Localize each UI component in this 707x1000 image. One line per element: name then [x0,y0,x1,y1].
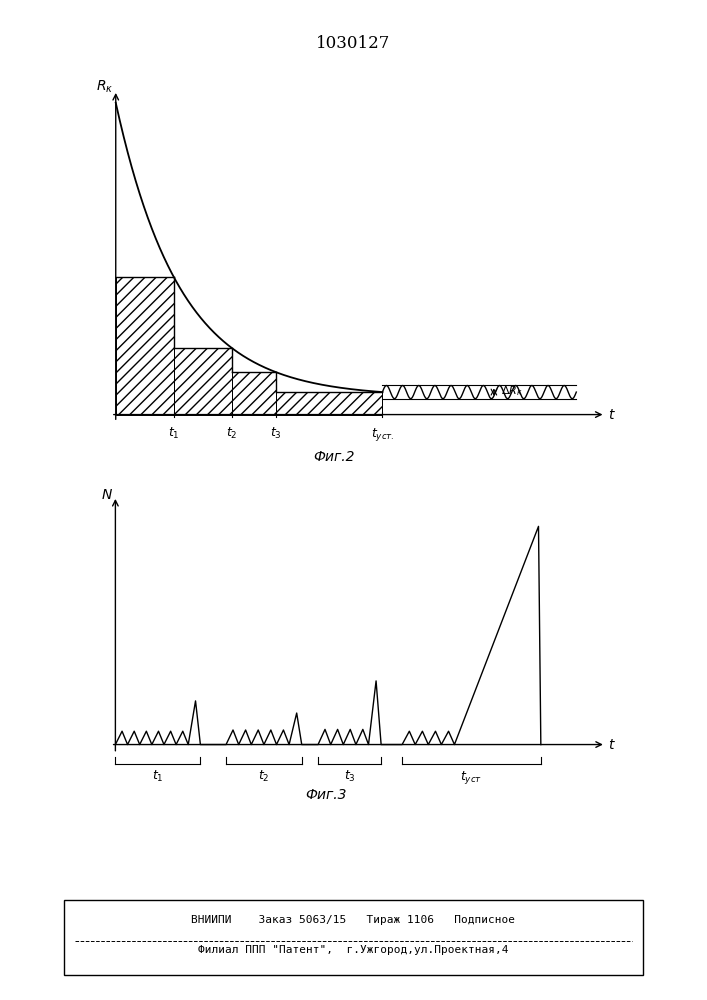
Text: $t_1$: $t_1$ [152,769,164,784]
Text: $t$: $t$ [608,408,616,422]
Bar [174,348,232,415]
Text: Фиг.3: Фиг.3 [305,788,346,802]
Text: Филиал ППП "Патент",  г.Ужгород,ул.Проектная,4: Филиал ППП "Патент", г.Ужгород,ул.Проект… [198,945,509,955]
Text: $t_3$: $t_3$ [270,426,281,441]
Bar [116,277,174,415]
Text: $t_2$: $t_2$ [226,426,238,441]
Text: $t_2$: $t_2$ [258,769,269,784]
Text: $\Delta R_{\kappa}$: $\Delta R_{\kappa}$ [501,385,523,398]
Text: $t$: $t$ [608,738,616,752]
Text: $t_3$: $t_3$ [344,769,356,784]
Text: $t_{уст.}$: $t_{уст.}$ [370,426,395,443]
Bar [276,392,382,415]
Text: 1030127: 1030127 [316,35,391,52]
Text: $t_1$: $t_1$ [168,426,180,441]
Text: $t_{уст}$: $t_{уст}$ [460,769,483,786]
Bar [232,372,276,415]
Text: $R_{\kappa}$: $R_{\kappa}$ [96,79,113,95]
Text: Фиг.2: Фиг.2 [313,450,355,464]
Text: $N$: $N$ [101,488,113,502]
Text: ВНИИПИ    Заказ 5063/15   Тираж 1106   Подписное: ВНИИПИ Заказ 5063/15 Тираж 1106 Подписно… [192,915,515,925]
